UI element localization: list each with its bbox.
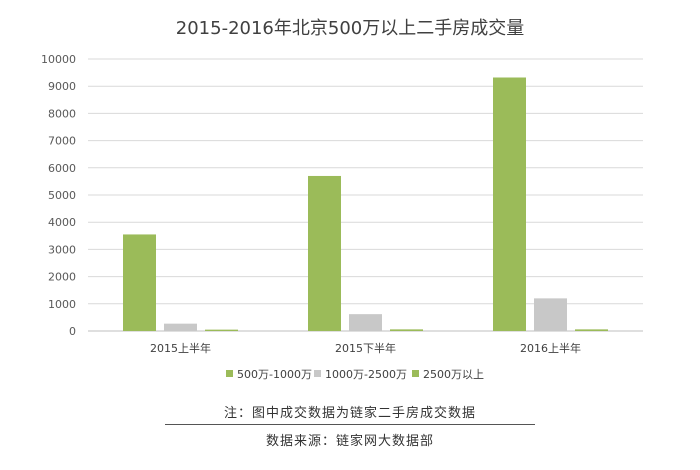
bar bbox=[493, 77, 526, 331]
y-tick-label: 9000 bbox=[48, 80, 76, 93]
y-tick-label: 4000 bbox=[48, 216, 76, 229]
y-tick-label: 3000 bbox=[48, 243, 76, 256]
bar-chart: 2015-2016年北京500万以上二手房成交量 0 1000 2000 3000 40… bbox=[41, 18, 643, 381]
bar bbox=[205, 329, 238, 331]
y-tick-label: 10000 bbox=[41, 53, 76, 66]
data-source: 数据来源：链家网大数据部 bbox=[265, 434, 434, 449]
chart-note: 注：图中成交数据为链家二手房成交数据 bbox=[223, 406, 476, 421]
bar bbox=[390, 329, 423, 331]
y-tick-label: 1000 bbox=[48, 298, 76, 311]
y-axis: 0 1000 2000 3000 4000 5000 6000 7000 8000 9000 100… bbox=[41, 53, 76, 338]
chart-title: 2015-2016年北京500万以上二手房成交量 bbox=[176, 18, 524, 39]
legend-label: 500万-1000万 bbox=[237, 368, 312, 381]
legend-label: 1000万-2500万 bbox=[325, 368, 407, 381]
divider bbox=[165, 424, 535, 425]
legend: 500万-1000万 1000万-2500万 2500万以上 bbox=[226, 368, 484, 381]
y-tick-label: 8000 bbox=[48, 107, 76, 120]
bars bbox=[123, 77, 608, 331]
x-category-label: 2015上半年 bbox=[150, 341, 211, 355]
bar bbox=[308, 175, 341, 331]
bar bbox=[123, 234, 156, 331]
bar bbox=[575, 329, 608, 331]
x-axis: 2015上半年 2015下半年 2016上半年 bbox=[150, 341, 581, 355]
legend-label: 2500万以上 bbox=[423, 368, 484, 381]
y-tick-label: 2000 bbox=[48, 271, 76, 284]
legend-swatch bbox=[314, 370, 321, 377]
bar bbox=[164, 323, 197, 331]
x-category-label: 2016上半年 bbox=[520, 341, 581, 355]
gridlines bbox=[88, 58, 643, 332]
y-tick-label: 7000 bbox=[48, 135, 76, 148]
x-category-label: 2015下半年 bbox=[335, 341, 396, 355]
y-tick-label: 5000 bbox=[48, 189, 76, 202]
legend-swatch bbox=[412, 370, 419, 377]
legend-swatch bbox=[226, 370, 233, 377]
bar bbox=[534, 298, 567, 331]
y-tick-label: 0 bbox=[69, 325, 76, 338]
y-tick-label: 6000 bbox=[48, 162, 76, 175]
bar bbox=[349, 314, 382, 331]
